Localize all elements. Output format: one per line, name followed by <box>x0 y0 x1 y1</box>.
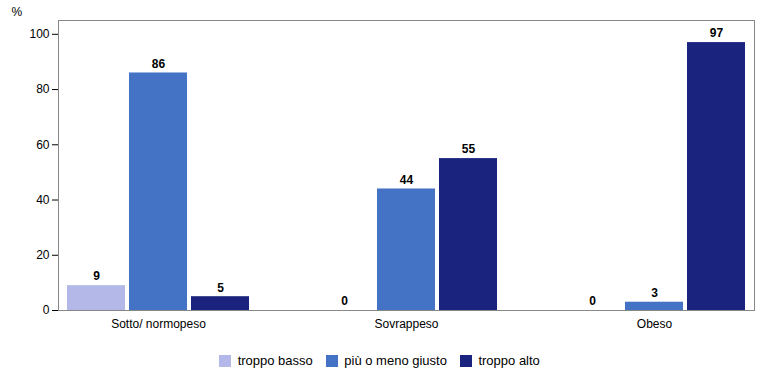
html-text:troppo basso: troppo basso <box>237 353 313 368</box>
svg-text:5: 5 <box>217 281 224 295</box>
svg-text:9: 9 <box>93 269 100 283</box>
svg-text:44: 44 <box>400 173 414 187</box>
svg-text:3: 3 <box>651 286 658 300</box>
svg-text:0: 0 <box>43 303 50 317</box>
svg-text:60: 60 <box>36 138 50 152</box>
html-text:troppo alto: troppo alto <box>478 353 540 368</box>
svg-text:Sotto/ normopeso: Sotto/ normopeso <box>111 317 206 331</box>
svg-text:80: 80 <box>36 82 50 96</box>
svg-text:0: 0 <box>589 294 596 308</box>
svg-text:0: 0 <box>341 294 348 308</box>
svg-text:55: 55 <box>462 142 476 156</box>
svg-text:97: 97 <box>710 26 724 40</box>
svg-text:%: % <box>12 5 23 19</box>
svg-text:40: 40 <box>36 193 50 207</box>
svg-text:100: 100 <box>29 27 49 41</box>
svg-text:20: 20 <box>36 248 50 262</box>
html-text:più o meno giusto: più o meno giusto <box>344 353 447 368</box>
svg-text:86: 86 <box>152 57 166 71</box>
svg-text:Obeso: Obeso <box>637 317 673 331</box>
svg-text:Sovrappeso: Sovrappeso <box>374 317 438 331</box>
